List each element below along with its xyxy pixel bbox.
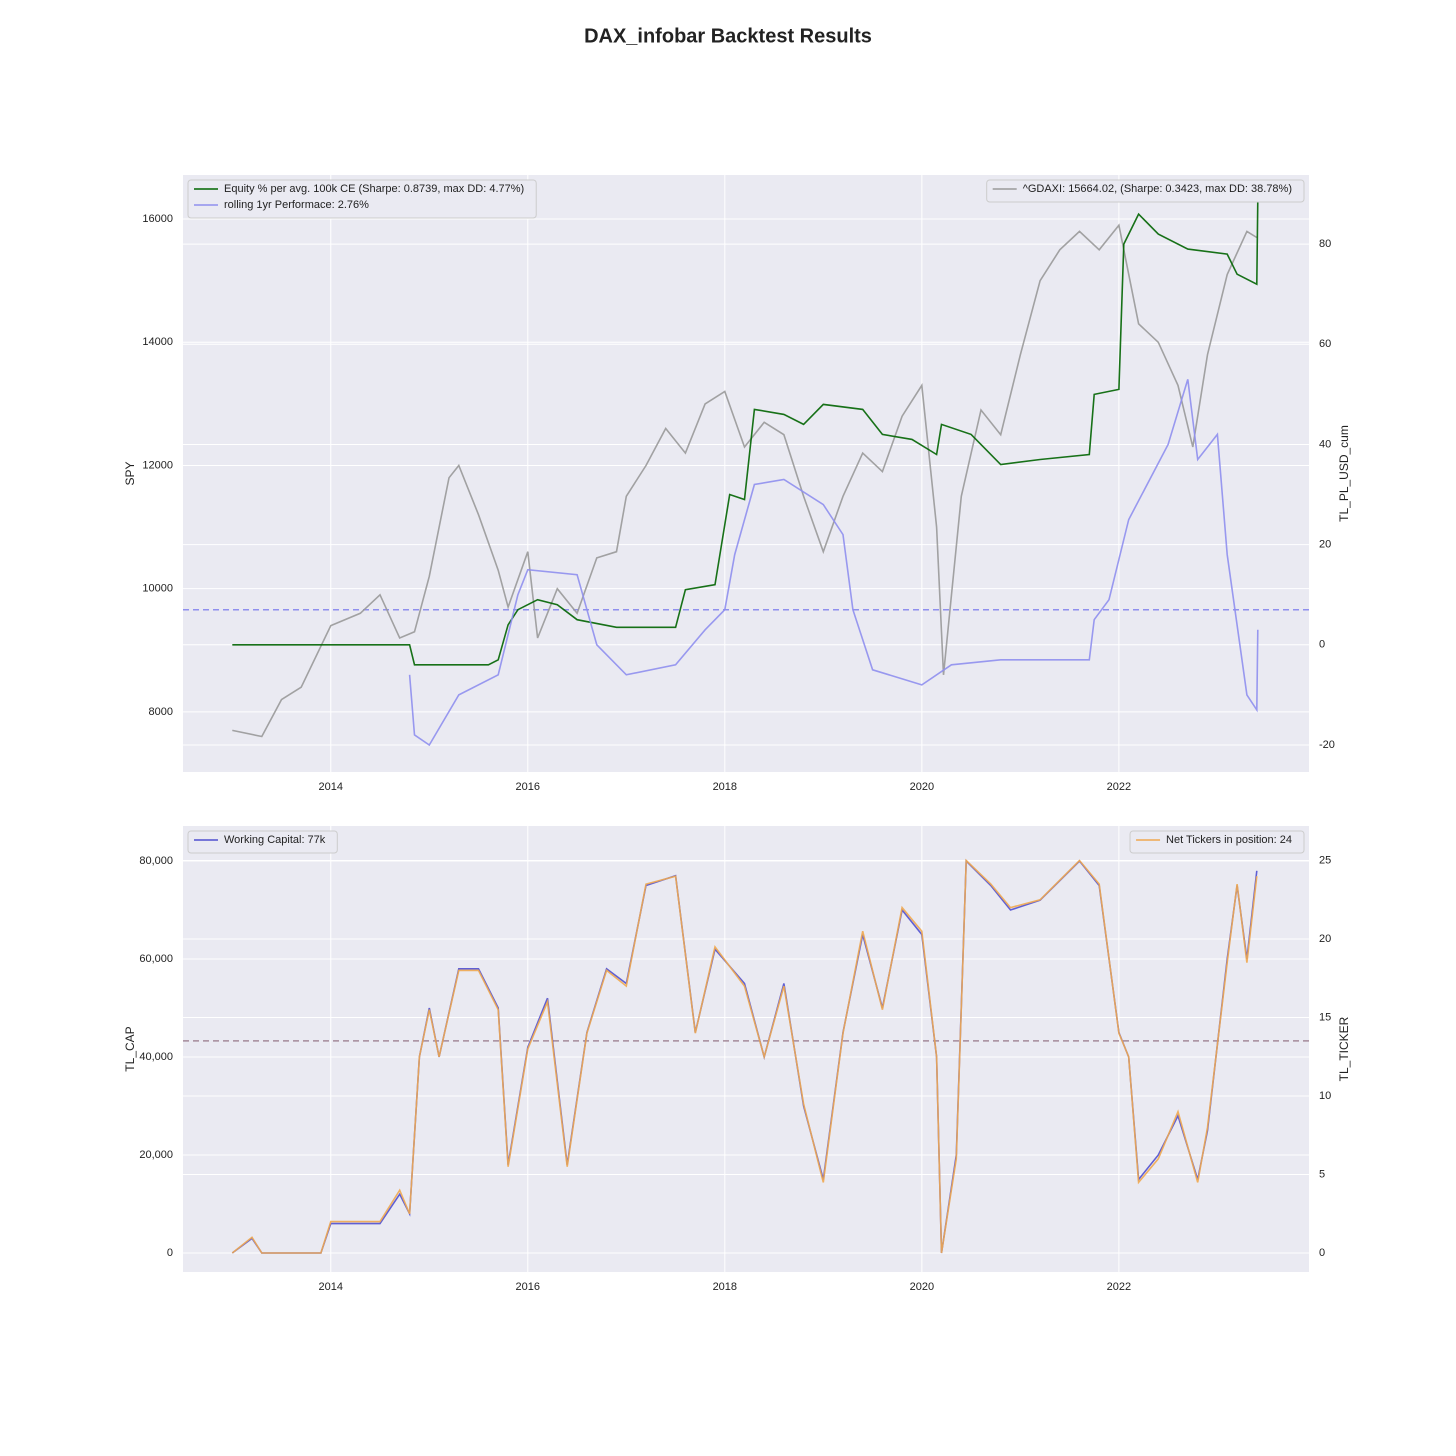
legend-label: Equity % per avg. 100k CE (Sharpe: 0.873… (224, 183, 524, 195)
legend: Equity % per avg. 100k CE (Sharpe: 0.873… (187, 179, 537, 219)
y-tick-label: 80,000 (139, 855, 173, 867)
y-tick-label: 0 (167, 1247, 173, 1259)
series-line (232, 198, 1259, 666)
y-tick-label: 12000 (142, 459, 173, 471)
x-tick-label: 2014 (319, 1281, 343, 1293)
x-tick-label: 2020 (910, 1281, 934, 1293)
x-tick-label: 2022 (1107, 1281, 1131, 1293)
y-axis-label: TL_CAP (123, 1026, 137, 1071)
figure-title: DAX_infobar Backtest Results (584, 25, 872, 47)
legend-label: rolling 1yr Performace: 2.76% (224, 199, 369, 211)
y2-tick-label: 5 (1319, 1168, 1325, 1180)
plot-area (183, 826, 1309, 1272)
y-tick-label: 60,000 (139, 953, 173, 965)
y2-tick-label: 0 (1319, 639, 1325, 651)
y2-tick-label: 80 (1319, 238, 1331, 250)
y-tick-label: 8000 (149, 706, 173, 718)
legend-label: Net Tickers in position: 24 (1166, 834, 1292, 846)
x-tick-label: 2016 (516, 781, 540, 793)
x-tick-label: 2020 (910, 781, 934, 793)
legend-box (187, 179, 537, 219)
y2-tick-label: 25 (1319, 854, 1331, 866)
x-tick-label: 2018 (713, 781, 737, 793)
legend-label: Working Capital: 77k (224, 834, 326, 846)
y2-axis-label: TL_TICKER (1337, 1016, 1351, 1081)
y-axis-label: SPY (123, 461, 137, 485)
series-line (232, 223, 1258, 738)
y-tick-label: 40,000 (139, 1051, 173, 1063)
series-line (408, 379, 1259, 747)
x-tick-label: 2018 (713, 1281, 737, 1293)
series-line (231, 858, 1258, 1254)
y2-tick-label: 40 (1319, 438, 1331, 450)
legend-box (187, 830, 338, 854)
y-tick-label: 14000 (142, 336, 173, 348)
legend: ^GDAXI: 15664.02, (Sharpe: 0.3423, max D… (986, 179, 1305, 203)
legend: Net Tickers in position: 24 (1129, 830, 1305, 854)
x-tick-label: 2016 (516, 1281, 540, 1293)
legend-box (1129, 830, 1305, 854)
y2-tick-label: -20 (1319, 739, 1335, 751)
y2-tick-label: 20 (1319, 539, 1331, 551)
x-tick-label: 2022 (1107, 781, 1131, 793)
x-tick-label: 2014 (319, 781, 343, 793)
legend-label: ^GDAXI: 15664.02, (Sharpe: 0.3423, max D… (1023, 183, 1292, 195)
y2-tick-label: 10 (1319, 1090, 1331, 1102)
y2-tick-label: 0 (1319, 1247, 1325, 1259)
y-tick-label: 10000 (142, 583, 173, 595)
legend-box (986, 179, 1305, 203)
y-tick-label: 20,000 (139, 1149, 173, 1161)
y2-tick-label: 20 (1319, 933, 1331, 945)
plot-area (183, 175, 1309, 772)
y2-tick-label: 15 (1319, 1011, 1331, 1023)
y2-axis-label: TL_PL_USD_cum (1337, 425, 1351, 522)
legend: Working Capital: 77k (187, 830, 338, 854)
y2-tick-label: 60 (1319, 338, 1331, 350)
y-tick-label: 16000 (142, 213, 173, 225)
